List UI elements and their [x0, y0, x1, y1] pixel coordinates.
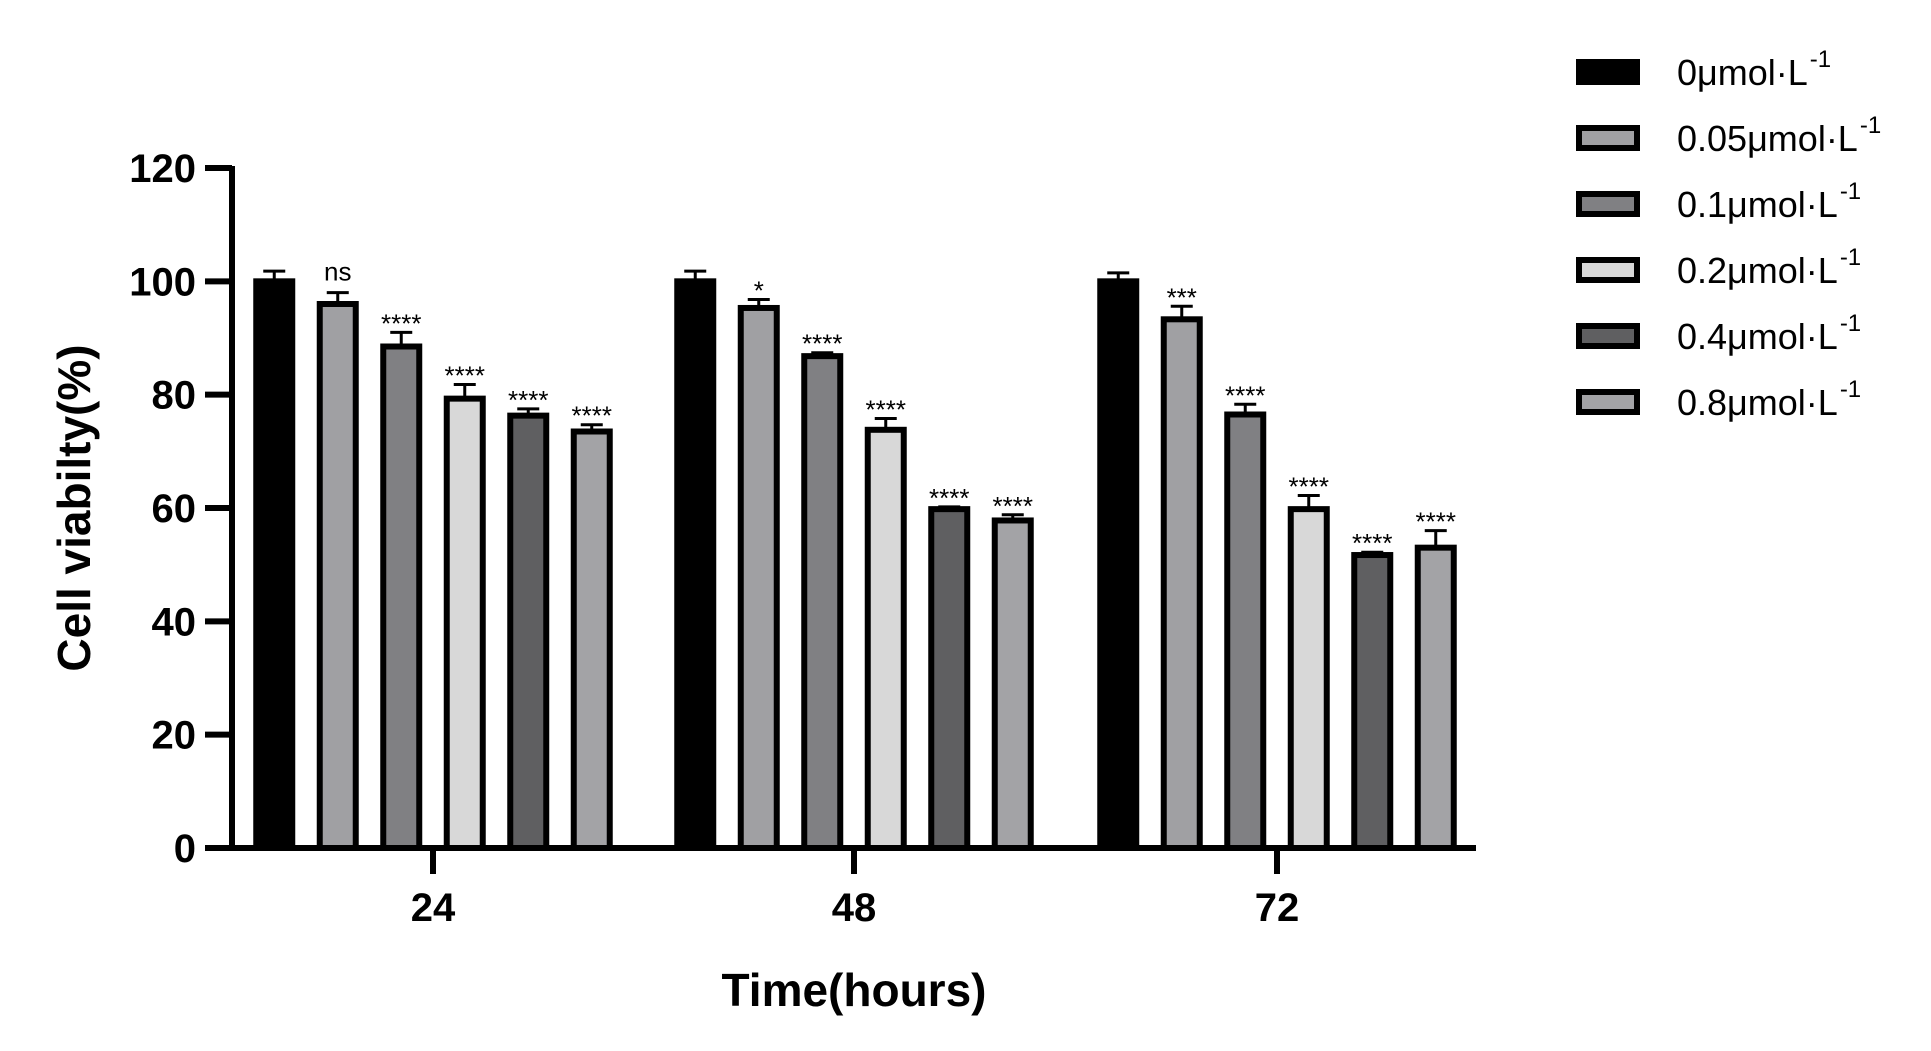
error-bar-48h-series-2	[747, 297, 770, 308]
bar-48h-series-2	[737, 304, 780, 851]
y-tick-label: 120	[129, 147, 196, 191]
bar-48h-series-5	[928, 506, 971, 851]
significance-label: ****	[993, 491, 1033, 521]
error-bar-72h-series-5	[1361, 550, 1384, 556]
legend-item-series-4: 0.2μmol·L-1	[1576, 244, 1861, 291]
error-bar-24h-series-6	[580, 423, 603, 432]
error-bar-24h-series-5	[517, 407, 540, 416]
bar-24h-series-3	[380, 343, 423, 851]
legend-item-series-3: 0.1μmol·L-1	[1576, 178, 1861, 225]
bar-72h-series-5	[1351, 552, 1394, 851]
y-tick-label: 40	[152, 600, 197, 644]
legend-label: 0.05μmol·L-1	[1677, 112, 1881, 159]
bar-24h-series-2	[316, 301, 359, 851]
significance-label: ***	[1167, 282, 1197, 312]
legend-swatch	[1576, 257, 1640, 283]
significance-label: ****	[866, 394, 906, 424]
error-bar-72h-series-2	[1170, 304, 1193, 320]
error-bar-48h-series-1	[684, 269, 707, 282]
bar-48h-series-4	[864, 426, 907, 851]
significance-label: ****	[1225, 380, 1265, 410]
error-bar-72h-series-1	[1107, 271, 1130, 282]
significance-label: ****	[929, 483, 969, 513]
error-bar-24h-series-2	[326, 291, 349, 304]
x-tick-label: 48	[832, 886, 877, 930]
legend-swatch	[1576, 59, 1640, 85]
error-bar-72h-series-6	[1424, 529, 1447, 548]
labels-layer: ns* *************************************…	[48, 147, 1456, 1016]
axes-layer	[205, 165, 1476, 874]
bar-24h-series-6	[570, 428, 613, 851]
bar-72h-series-2	[1160, 316, 1203, 851]
bars-layer	[253, 269, 1457, 852]
error-bar-72h-series-4	[1297, 494, 1320, 510]
bar-72h-series-6	[1414, 544, 1457, 852]
legend-swatch	[1576, 323, 1640, 349]
legend-label: 0.4μmol·L-1	[1677, 310, 1861, 357]
legend-label: 0.8μmol·L-1	[1677, 376, 1861, 423]
error-bar-24h-series-3	[390, 330, 413, 347]
bar-24h-series-5	[507, 412, 550, 851]
x-axis-title: Time(hours)	[722, 964, 987, 1016]
x-tick-label: 24	[411, 886, 456, 930]
legend-item-series-2: 0.05μmol·L-1	[1576, 112, 1881, 159]
significance-label: *	[754, 275, 764, 305]
error-bar-48h-series-3	[811, 351, 834, 357]
y-tick-label: 60	[152, 487, 197, 531]
x-tick-label: 72	[1255, 886, 1300, 930]
significance-label: ****	[381, 308, 421, 338]
legend-label: 0.2μmol·L-1	[1677, 244, 1861, 291]
bar-72h-series-3	[1224, 411, 1267, 851]
legend-swatch	[1576, 191, 1640, 217]
legend: 0μmol·L-1 0.05μmol·L-1 0.1μmol·L-1 0.2μmol·…	[1576, 46, 1881, 423]
legend-swatch	[1576, 389, 1640, 415]
significance-label: ****	[1289, 472, 1329, 502]
error-bar-24h-series-4	[453, 382, 476, 399]
significance-label: ****	[445, 360, 485, 390]
bar-48h-series-6	[991, 517, 1034, 851]
significance-label: ****	[572, 401, 612, 431]
y-tick-label: 100	[129, 260, 196, 304]
legend-item-series-5: 0.4μmol·L-1	[1576, 310, 1861, 357]
significance-label: ****	[1352, 528, 1392, 558]
legend-item-series-1: 0μmol·L-1	[1576, 46, 1831, 93]
error-bar-48h-series-4	[874, 416, 897, 430]
bar-72h-series-4	[1287, 506, 1330, 851]
significance-label: ****	[1416, 507, 1456, 537]
significance-label: ****	[508, 385, 548, 415]
y-tick-label: 20	[152, 714, 197, 758]
y-tick-label: 0	[174, 827, 196, 871]
error-bar-72h-series-3	[1234, 402, 1257, 415]
bar-24h-series-1	[253, 278, 296, 852]
significance-label: ****	[802, 329, 842, 359]
legend-label: 0.1μmol·L-1	[1677, 178, 1861, 225]
y-axis-title: Cell viabilty(%)	[48, 344, 100, 671]
legend-swatch	[1576, 125, 1640, 151]
error-bar-24h-series-1	[263, 269, 286, 282]
error-bar-48h-series-5	[938, 505, 961, 510]
bar-48h-series-3	[801, 353, 844, 851]
significance-label: ns	[324, 257, 351, 287]
error-bar-48h-series-6	[1001, 513, 1024, 521]
bar-48h-series-1	[674, 278, 717, 852]
legend-label: 0μmol·L-1	[1677, 46, 1831, 93]
y-tick-label: 80	[152, 374, 197, 418]
legend-item-series-6: 0.8μmol·L-1	[1576, 376, 1861, 423]
bar-72h-series-1	[1097, 278, 1140, 852]
bar-24h-series-4	[443, 395, 486, 851]
